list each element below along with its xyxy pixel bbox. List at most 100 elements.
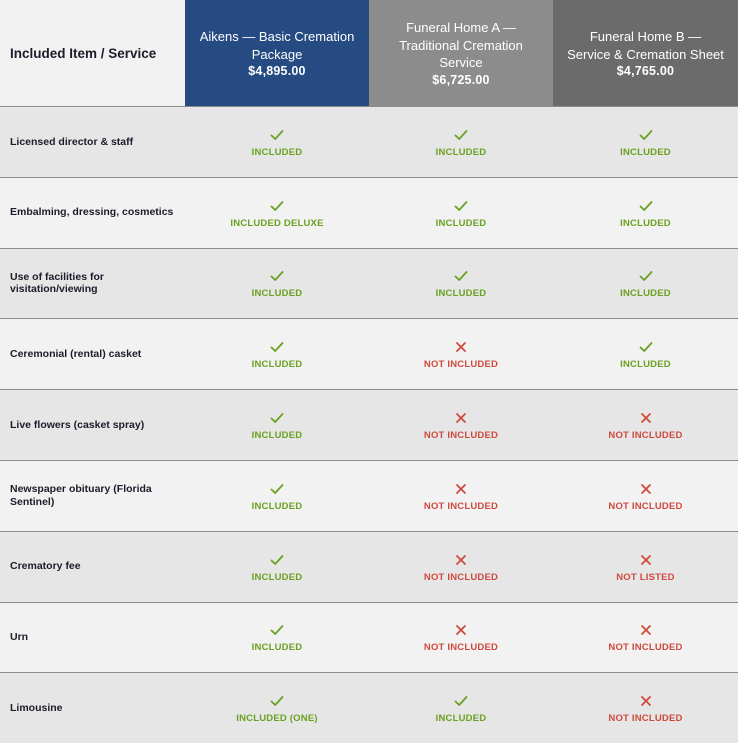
check-icon bbox=[639, 342, 652, 353]
status-text: INCLUDED bbox=[435, 288, 487, 300]
status-text: INCLUDED bbox=[435, 713, 487, 725]
status-cell: INCLUDED bbox=[553, 106, 738, 177]
cross-icon bbox=[456, 625, 466, 636]
status-text: INCLUDED bbox=[620, 217, 671, 229]
status-cell: NOT INCLUDED bbox=[553, 459, 738, 531]
header-funeral-home-b-price: $4,765.00 bbox=[616, 64, 675, 78]
check-icon bbox=[454, 696, 468, 707]
check-icon bbox=[270, 554, 284, 565]
cross-icon bbox=[456, 554, 466, 565]
status-text: NOT INCLUDED bbox=[423, 500, 499, 512]
status-text: INCLUDED bbox=[620, 359, 671, 371]
status-text: NOT LISTED bbox=[616, 571, 675, 583]
cross-icon bbox=[640, 413, 651, 423]
row-label: Licensed director & staff bbox=[0, 106, 185, 177]
header-aikens-name: Aikens — Basic Cremation Package bbox=[199, 29, 355, 62]
status-text: INCLUDED bbox=[251, 500, 303, 512]
status-text: INCLUDED (ONE) bbox=[236, 713, 318, 725]
row-label: Crematory fee bbox=[0, 530, 185, 602]
header-funeral-home-b: Funeral Home B — Service & Cremation She… bbox=[553, 0, 738, 106]
status-cell: INCLUDED bbox=[553, 247, 738, 319]
row-label: Embalming, dressing, cosmetics bbox=[0, 176, 185, 248]
status-text: NOT INCLUDED bbox=[608, 642, 683, 654]
status-cell: INCLUDED bbox=[369, 176, 553, 248]
cross-icon bbox=[456, 342, 466, 353]
status-text: NOT INCLUDED bbox=[423, 430, 499, 442]
status-cell: INCLUDED bbox=[185, 459, 369, 531]
status-cell: INCLUDED bbox=[369, 247, 553, 319]
status-text: NOT INCLUDED bbox=[423, 359, 499, 371]
status-cell: NOT INCLUDED bbox=[369, 530, 553, 602]
check-icon bbox=[454, 271, 468, 282]
status-cell: INCLUDED bbox=[185, 530, 369, 602]
status-cell: NOT INCLUDED bbox=[369, 459, 553, 531]
header-funeral-home-a-name: Funeral Home A — Traditional Cremation S… bbox=[399, 20, 523, 71]
status-cell: NOT INCLUDED bbox=[553, 672, 738, 744]
status-cell: INCLUDED DELUXE bbox=[185, 176, 369, 248]
status-text: INCLUDED bbox=[435, 146, 487, 158]
check-icon bbox=[270, 413, 284, 423]
cross-icon bbox=[640, 554, 651, 565]
status-cell: NOT INCLUDED bbox=[369, 601, 553, 673]
cross-icon bbox=[640, 696, 651, 707]
status-text: NOT INCLUDED bbox=[423, 571, 499, 583]
status-cell: NOT INCLUDED bbox=[553, 601, 738, 673]
row-label: Limousine bbox=[0, 672, 185, 744]
header-funeral-home-b-name: Funeral Home B — Service & Cremation She… bbox=[567, 29, 724, 62]
check-icon bbox=[454, 200, 468, 211]
check-icon bbox=[639, 271, 652, 282]
status-cell: NOT LISTED bbox=[553, 530, 738, 602]
check-icon bbox=[639, 129, 652, 140]
status-cell: INCLUDED bbox=[185, 601, 369, 673]
status-text: INCLUDED bbox=[251, 642, 303, 654]
status-text: NOT INCLUDED bbox=[608, 713, 683, 725]
status-text: INCLUDED bbox=[251, 430, 303, 442]
status-cell: INCLUDED bbox=[185, 106, 369, 177]
row-label: Ceremonial (rental) casket bbox=[0, 318, 185, 390]
status-cell: NOT INCLUDED bbox=[553, 389, 738, 460]
status-cell: INCLUDED bbox=[369, 106, 553, 177]
row-label: Newspaper obituary (Florida Sentinel) bbox=[0, 459, 185, 531]
status-text: INCLUDED bbox=[251, 288, 303, 300]
status-cell: NOT INCLUDED bbox=[369, 389, 553, 460]
row-label: Live flowers (casket spray) bbox=[0, 389, 185, 460]
check-icon bbox=[270, 200, 284, 211]
header-aikens: Aikens — Basic Cremation Package $4,895.… bbox=[185, 0, 369, 106]
cross-icon bbox=[456, 413, 466, 423]
row-label: Urn bbox=[0, 601, 185, 673]
status-cell: INCLUDED (ONE) bbox=[185, 672, 369, 744]
check-icon bbox=[454, 129, 468, 140]
cross-icon bbox=[456, 483, 466, 494]
status-text: NOT INCLUDED bbox=[423, 642, 499, 654]
status-text: INCLUDED bbox=[620, 146, 671, 158]
check-icon bbox=[270, 483, 284, 494]
status-text: NOT INCLUDED bbox=[608, 500, 683, 512]
check-icon bbox=[270, 625, 284, 636]
status-text: INCLUDED bbox=[620, 288, 671, 300]
check-icon bbox=[270, 696, 284, 707]
cross-icon bbox=[640, 483, 651, 494]
status-text: INCLUDED bbox=[251, 571, 303, 583]
status-cell: INCLUDED bbox=[185, 389, 369, 460]
status-cell: INCLUDED bbox=[185, 247, 369, 319]
status-cell: INCLUDED bbox=[553, 176, 738, 248]
status-text: INCLUDED bbox=[251, 359, 303, 371]
header-first-label: Included Item / Service bbox=[10, 45, 157, 61]
status-cell: INCLUDED bbox=[185, 318, 369, 390]
cross-icon bbox=[640, 625, 651, 636]
row-label: Use of facilities for visitation/viewing bbox=[0, 247, 185, 319]
status-text: INCLUDED DELUXE bbox=[230, 217, 324, 229]
header-funeral-home-a-price: $6,725.00 bbox=[432, 72, 490, 87]
header-item-service: Included Item / Service bbox=[0, 0, 185, 106]
status-text: NOT INCLUDED bbox=[608, 430, 683, 442]
check-icon bbox=[270, 342, 284, 353]
status-cell: NOT INCLUDED bbox=[369, 318, 553, 390]
check-icon bbox=[270, 129, 284, 140]
header-aikens-price: $4,895.00 bbox=[248, 64, 306, 78]
check-icon bbox=[639, 200, 652, 211]
status-text: INCLUDED bbox=[435, 217, 487, 229]
status-cell: INCLUDED bbox=[553, 318, 738, 390]
check-icon bbox=[270, 271, 284, 282]
header-funeral-home-a: Funeral Home A — Traditional Cremation S… bbox=[369, 0, 553, 106]
